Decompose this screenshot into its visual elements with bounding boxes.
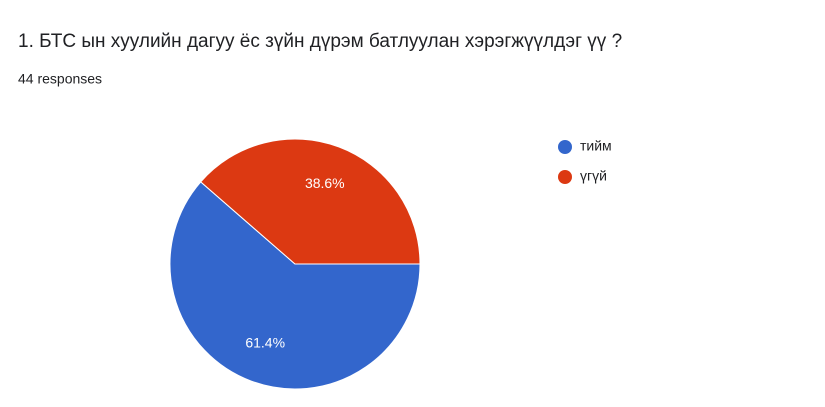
data-label: 61.4% (245, 334, 285, 350)
legend-swatch (558, 140, 572, 154)
legend-label: тийм (580, 138, 612, 154)
pie-slice (169, 181, 421, 390)
legend-swatch (558, 170, 572, 184)
pie-slice (200, 138, 421, 265)
chart-title: 1. БТС ын хуулийн дагуу ёс зүйн дүрэм ба… (18, 31, 622, 52)
subtitle: 44 responses (18, 71, 102, 87)
legend-label: үгүй (580, 168, 607, 184)
data-label: 38.6% (305, 175, 345, 191)
